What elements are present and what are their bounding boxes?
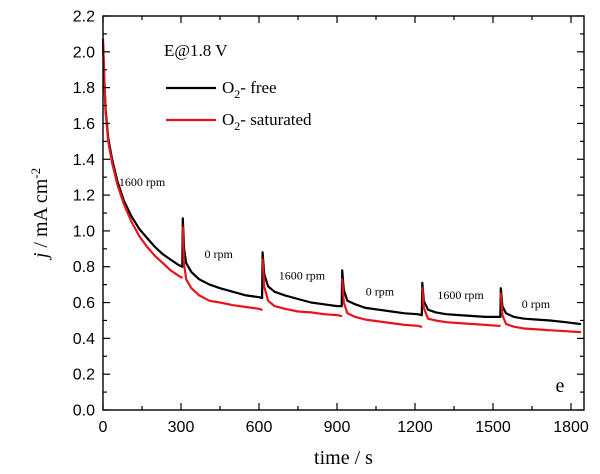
x-tick-label: 1200 bbox=[397, 419, 433, 436]
y-tick-label: 0.6 bbox=[73, 295, 95, 312]
y-axis-title-symbol: j bbox=[30, 252, 52, 261]
legend-entry-prefix: O bbox=[222, 78, 234, 97]
x-tick-label: 600 bbox=[246, 419, 273, 436]
legend-entry-suffix: - free bbox=[240, 78, 276, 97]
series-layer bbox=[101, 38, 582, 334]
panel-label: e bbox=[556, 375, 565, 397]
series-line-segment bbox=[341, 278, 423, 328]
x-tick-label: 900 bbox=[324, 419, 351, 436]
y-tick-label: 1.8 bbox=[73, 80, 95, 97]
series-line-segment bbox=[101, 41, 184, 268]
y-tick-label: 0.0 bbox=[73, 403, 95, 420]
legend-entry-subscript: 2 bbox=[234, 119, 240, 133]
legend-entry: O2- saturated bbox=[222, 110, 312, 133]
x-tick-label: 0 bbox=[99, 419, 108, 436]
x-tick-label: 300 bbox=[168, 419, 195, 436]
y-tick-label: 1.4 bbox=[73, 152, 95, 169]
y-axis-title-exponent: -2 bbox=[28, 168, 43, 179]
y-tick-label: 0.4 bbox=[73, 331, 95, 348]
x-axis-title: time / s bbox=[314, 447, 373, 469]
legend-entry-subscript: 2 bbox=[234, 87, 240, 101]
legend-entry: O2- free bbox=[222, 78, 277, 101]
y-axis-title-unit: / mA cm bbox=[30, 178, 52, 252]
series-line-segment bbox=[499, 292, 582, 334]
rpm-annotation: 1600 rpm bbox=[437, 288, 484, 302]
rpm-annotation: 1600 rpm bbox=[279, 268, 326, 282]
legend-entry-prefix: O bbox=[222, 110, 234, 129]
y-tick-label: 1.6 bbox=[73, 116, 95, 133]
legend-entry-suffix: - saturated bbox=[240, 110, 312, 129]
rpm-annotation: 0 rpm bbox=[366, 284, 395, 298]
x-tick-label: 1800 bbox=[553, 419, 589, 436]
x-tick-label: 1500 bbox=[475, 419, 511, 436]
rpm-annotation: 0 rpm bbox=[522, 297, 551, 311]
annotation-layer: 1600 rpm 0 rpm 1600 rpm 0 rpm 1600 rpm 0 rpm bbox=[119, 175, 551, 311]
y-tick-label: 1.2 bbox=[73, 188, 95, 205]
y-tick-label: 2.2 bbox=[73, 9, 95, 26]
y-tick-label: 2.0 bbox=[73, 44, 95, 61]
series-o2-saturated bbox=[101, 38, 582, 334]
series-line-segment bbox=[261, 258, 343, 318]
rpm-annotation: 0 rpm bbox=[205, 247, 234, 261]
ticks-layer: 0 300 600 900 1200 1500 1800 0.0 0.2 0.4 0.6 0.8 1.0… bbox=[73, 9, 589, 437]
series-line-segment bbox=[421, 287, 501, 327]
rpm-annotation: 1600 rpm bbox=[119, 175, 166, 189]
legend-header: E@1.8 V bbox=[164, 41, 228, 60]
series-line-segment bbox=[101, 38, 183, 279]
plot-frame bbox=[102, 15, 585, 411]
y-axis-title: j / mA cm-2 bbox=[28, 168, 53, 261]
y-tick-label: 1.0 bbox=[73, 223, 95, 240]
y-tick-label: 0.8 bbox=[73, 259, 95, 276]
series-line-segment bbox=[181, 226, 263, 311]
y-tick-label: 0.2 bbox=[73, 367, 95, 384]
